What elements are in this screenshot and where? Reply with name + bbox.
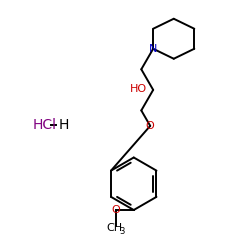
Text: H: H [59,118,69,132]
Text: CH: CH [106,223,122,233]
Text: 3: 3 [119,226,124,235]
Text: O: O [112,205,120,215]
Text: N: N [149,44,157,54]
Text: HO: HO [130,84,147,94]
Text: HCl: HCl [32,118,56,132]
Text: O: O [146,121,154,131]
